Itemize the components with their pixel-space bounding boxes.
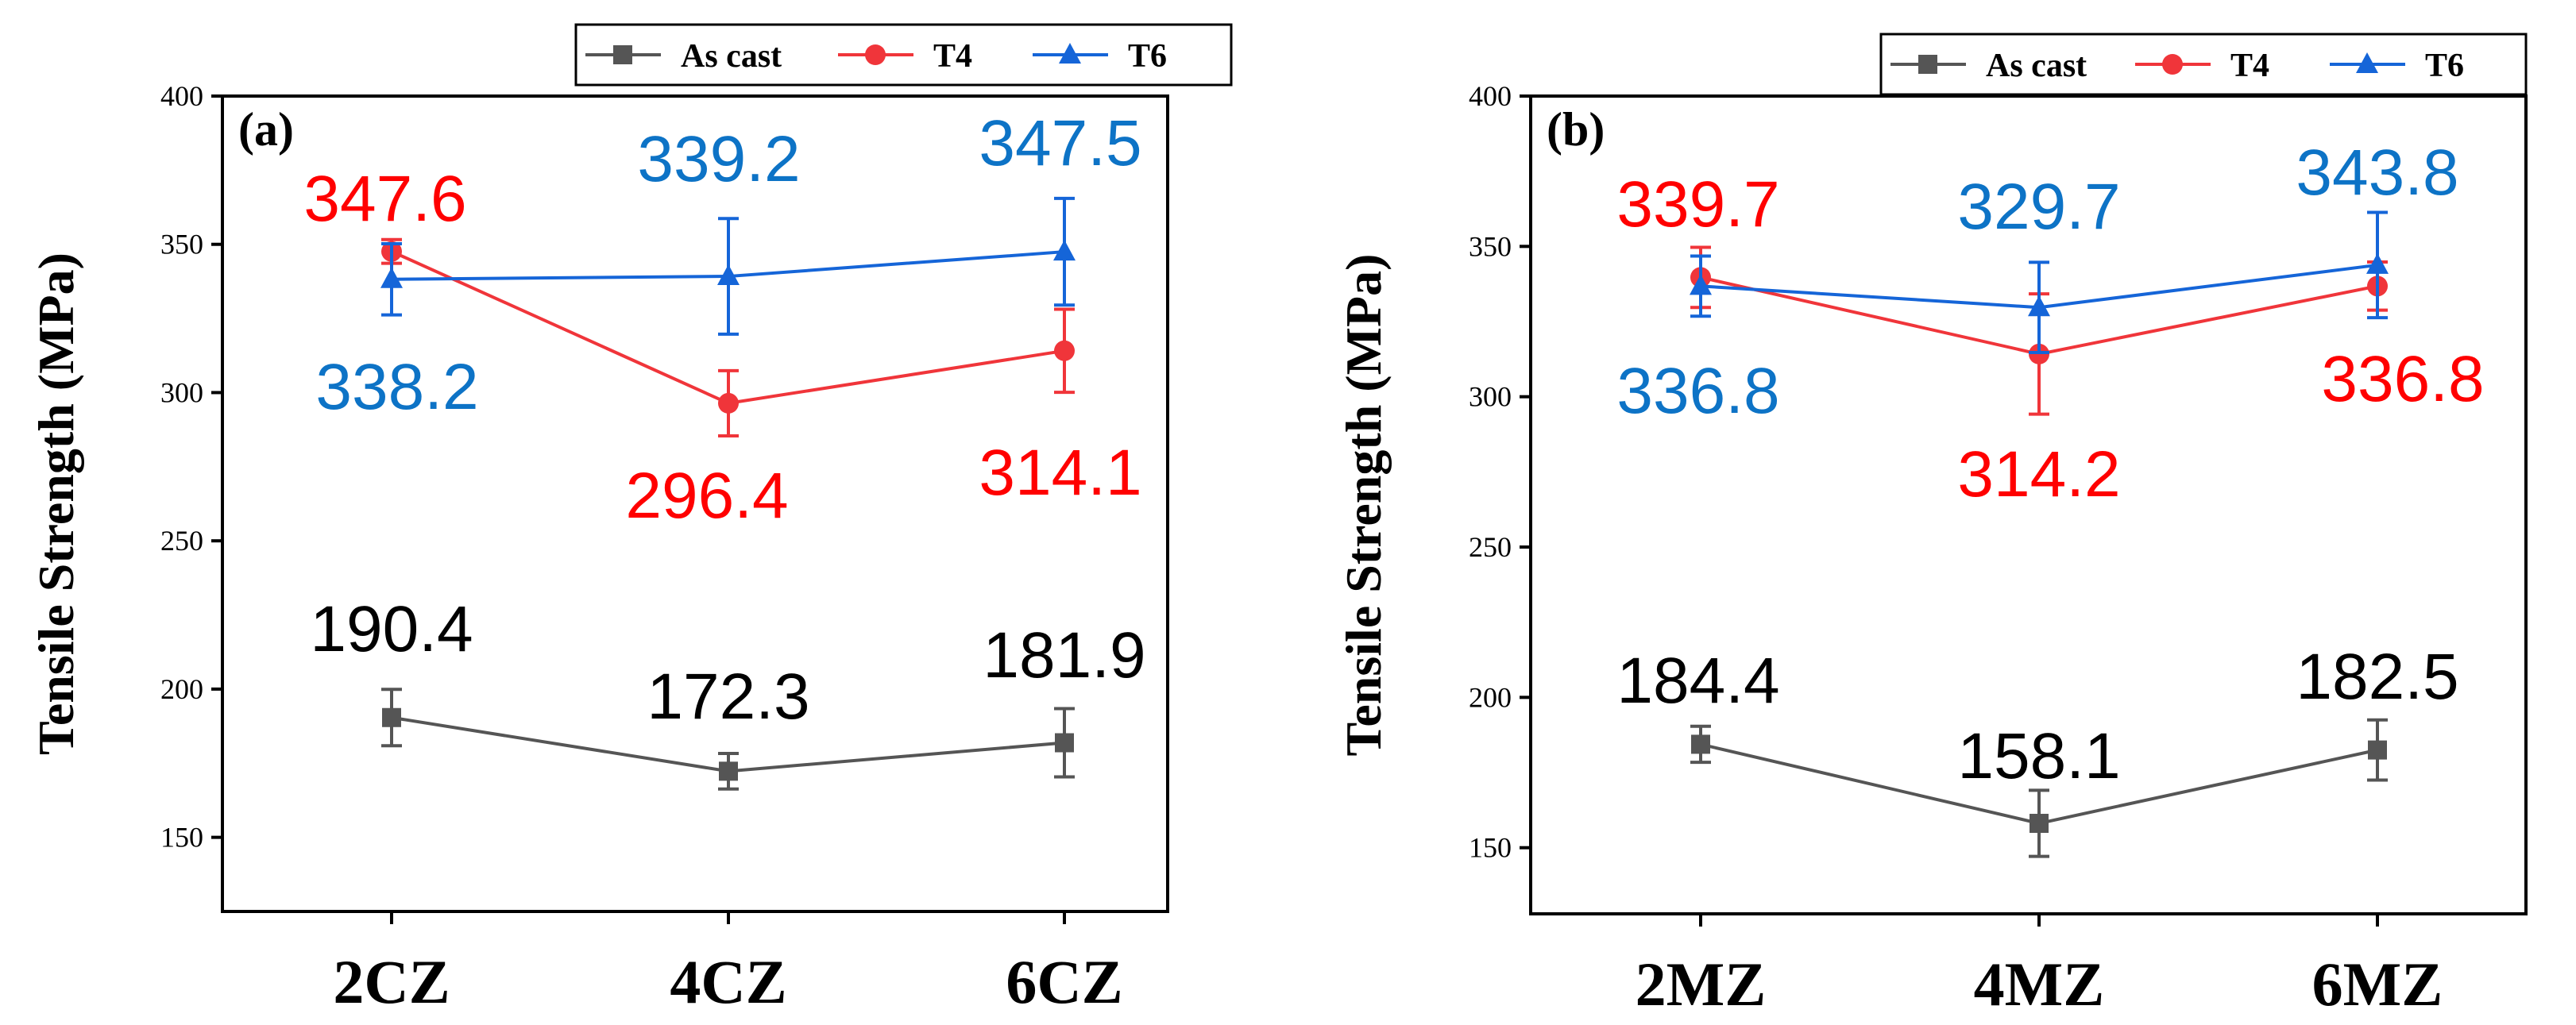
- data-point-as-cast: [2030, 814, 2049, 834]
- data-point-t6: [2028, 295, 2050, 317]
- series-as-cast: 190.4 172.3 181.9: [310, 593, 1146, 791]
- data-label-t6: 329.7: [1957, 171, 2120, 243]
- y-tick-label: 200: [1469, 681, 1512, 713]
- data-point-t6: [1690, 274, 1712, 295]
- legend: As cast T4 T6: [1879, 33, 2528, 96]
- x-tick-label: 6MZ: [2312, 950, 2443, 1019]
- data-point-as-cast: [1691, 734, 1710, 754]
- x-tick-label: 2MZ: [1636, 950, 1767, 1019]
- legend-marker: [1918, 55, 1937, 74]
- data-point-t6: [717, 264, 740, 286]
- legend-entry-t4: T4: [2135, 48, 2269, 84]
- y-tick-label: 300: [1469, 381, 1512, 413]
- legend-label: As cast: [1986, 48, 2087, 84]
- legend-entry-t4: T4: [838, 38, 972, 75]
- y-tick-label: 250: [1469, 531, 1512, 563]
- legend-marker: [1059, 43, 1081, 64]
- data-point-t6: [1053, 240, 1076, 261]
- y-tick-label: 350: [160, 229, 203, 260]
- panel-label: (a): [238, 103, 294, 156]
- data-label-as-cast: 172.3: [647, 661, 809, 733]
- panel-b: 150 200 250 300 350 400 2MZ 4MZ 6MZ Tensile Stren…: [1335, 33, 2528, 1019]
- data-label-t4: 314.1: [979, 437, 1141, 509]
- legend-marker: [2356, 52, 2378, 73]
- series-t6: 338.2 339.2 347.5: [315, 107, 1141, 423]
- legend-label: As cast: [681, 38, 782, 75]
- data-point-t4: [718, 392, 739, 414]
- data-point-as-cast: [2368, 740, 2387, 760]
- series-t4: 339.7 314.2 336.8: [1616, 168, 2484, 511]
- data-label-t6: 336.8: [1616, 355, 1779, 427]
- plot-frame: [1529, 94, 2528, 915]
- y-tick-label: 400: [1469, 80, 1512, 112]
- panel-a: 150 200 250 300 350 400 2CZ 4CZ 6CZ Tensile Stren…: [28, 23, 1233, 1016]
- panel-label: (b): [1547, 103, 1605, 156]
- x-tick-label: 2CZ: [333, 947, 450, 1016]
- data-label-t4: 339.7: [1616, 168, 1779, 241]
- data-label-t4: 314.2: [1957, 438, 2120, 511]
- plot-frame: [221, 94, 1169, 913]
- y-tick-label: 150: [1469, 832, 1512, 864]
- y-axis-label: Tensile Strength (MPa): [1335, 254, 1392, 757]
- data-point-t6: [380, 267, 403, 288]
- data-label-t4: 296.4: [625, 460, 788, 532]
- y-tick-label: 350: [1469, 230, 1512, 262]
- legend-entry-as-cast: As cast: [585, 38, 782, 75]
- x-tick-label: 4CZ: [670, 947, 786, 1016]
- data-point-t6: [2366, 252, 2389, 274]
- y-tick-label: 150: [160, 822, 203, 854]
- legend-label: T4: [933, 38, 972, 75]
- legend-entry-t6: T6: [1033, 38, 1167, 75]
- data-label-t4: 347.6: [303, 163, 466, 235]
- data-label-t6: 338.2: [315, 351, 478, 423]
- legend-entry-t6: T6: [2330, 48, 2464, 84]
- data-label-as-cast: 158.1: [1957, 720, 2120, 792]
- legend-entry-as-cast: As cast: [1890, 48, 2087, 84]
- legend-label: T6: [2425, 48, 2464, 84]
- data-point-as-cast: [719, 761, 738, 781]
- y-axis-label: Tensile Strength (MPa): [28, 252, 84, 755]
- data-label-as-cast: 181.9: [983, 619, 1145, 692]
- data-point-as-cast: [382, 707, 401, 727]
- legend-marker: [2162, 54, 2183, 75]
- data-label-t6: 347.5: [979, 107, 1141, 179]
- data-label-t6: 343.8: [2296, 137, 2458, 209]
- y-tick-label: 200: [160, 673, 203, 705]
- data-label-t4: 336.8: [2321, 343, 2484, 415]
- data-label-t6: 339.2: [637, 123, 800, 195]
- data-point-as-cast: [1055, 733, 1074, 753]
- data-point-t4: [1054, 340, 1075, 361]
- legend-label: T6: [1128, 38, 1167, 75]
- series-as-cast: 184.4 158.1 182.5: [1616, 641, 2459, 858]
- series-t6: 336.8 329.7 343.8: [1616, 137, 2458, 427]
- x-tick-label: 4MZ: [1974, 950, 2105, 1019]
- legend-label: T4: [2230, 48, 2269, 84]
- y-tick-label: 300: [160, 376, 203, 408]
- y-tick-label: 400: [160, 80, 203, 112]
- legend: As cast T4 T6: [574, 23, 1233, 87]
- data-label-as-cast: 190.4: [310, 593, 473, 665]
- data-label-as-cast: 182.5: [2296, 641, 2458, 713]
- legend-marker: [865, 44, 886, 65]
- x-tick-label: 6CZ: [1006, 947, 1122, 1016]
- legend-marker: [613, 45, 632, 64]
- data-label-as-cast: 184.4: [1616, 645, 1779, 717]
- y-tick-label: 250: [160, 525, 203, 557]
